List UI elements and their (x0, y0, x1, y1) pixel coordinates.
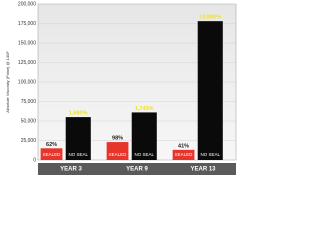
x-tick-label: YEAR 9 (126, 167, 148, 173)
chart: Absolute Viscosity (Poise) @ 140F 0 25,00… (5, 1, 237, 175)
bar-label: 98% (112, 136, 123, 142)
bar (197, 21, 223, 160)
y-tick-label: 100,000 (18, 79, 36, 85)
bar-series-label: NO SEAL (69, 152, 89, 157)
bar (65, 117, 91, 160)
bar-series-label: NO SEAL (135, 152, 155, 157)
bar (172, 149, 195, 160)
bar-series-label: NO SEAL (201, 152, 221, 157)
y-tick-label: 25,000 (21, 138, 37, 144)
bar-label: 41% (178, 143, 189, 149)
y-tick-label: 175,000 (18, 21, 36, 27)
y-tick-label: 150,000 (18, 40, 36, 46)
x-tick-label: YEAR 13 (190, 167, 216, 173)
bar-label: 1,680% (69, 111, 88, 117)
y-tick-label: 50,000 (21, 118, 37, 124)
y-tick-label: 125,000 (18, 60, 36, 66)
bar (40, 148, 63, 160)
bar-series-label: SEALED (43, 152, 62, 157)
bar (131, 112, 157, 160)
x-tick-label: YEAR 3 (60, 167, 82, 173)
bar (106, 142, 129, 160)
bar-label: 62% (46, 142, 57, 148)
bar-label: 19,900% (199, 15, 221, 21)
category-strip (38, 163, 236, 175)
bar-label: 1,743% (135, 106, 154, 112)
bar-series-label: SEALED (175, 152, 194, 157)
bar-series-label: SEALED (109, 152, 128, 157)
y-tick-label: 0 (33, 157, 36, 163)
y-axis-label: Absolute Viscosity (Poise) @ 140F (5, 51, 10, 113)
y-tick-label: 200,000 (18, 1, 36, 7)
y-tick-label: 75,000 (21, 99, 37, 105)
